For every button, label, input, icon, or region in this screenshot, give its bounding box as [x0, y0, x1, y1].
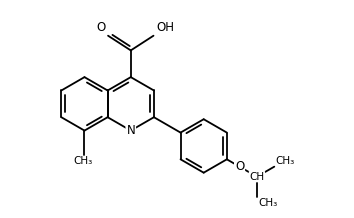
Text: O: O	[235, 160, 244, 173]
Text: CH₃: CH₃	[73, 156, 92, 166]
Text: CH₃: CH₃	[275, 156, 295, 166]
Text: CH: CH	[249, 172, 264, 182]
Text: O: O	[96, 21, 105, 34]
Text: N: N	[126, 124, 135, 137]
Text: CH₃: CH₃	[258, 198, 277, 208]
Text: OH: OH	[156, 21, 174, 34]
